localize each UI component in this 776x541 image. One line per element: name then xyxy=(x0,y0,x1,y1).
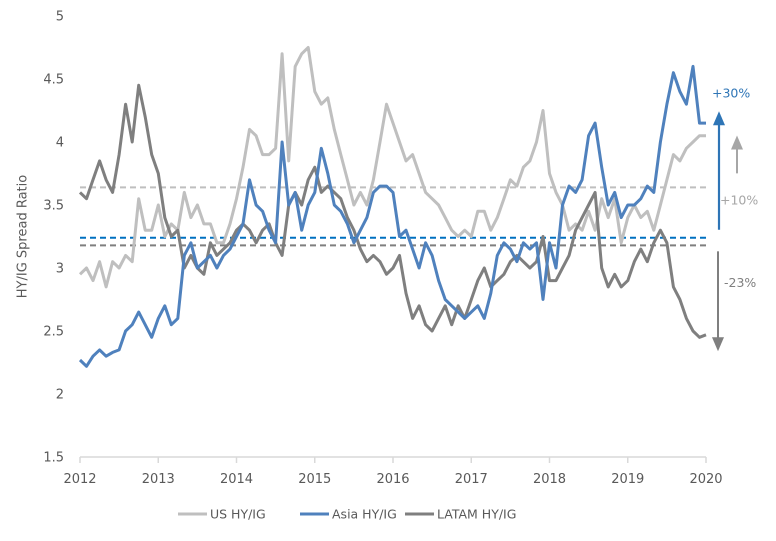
legend-label: LATAM HY/IG xyxy=(437,506,516,521)
y-axis-ticks: 1.5 2 2.5 3 3.5 4 4.5 5 xyxy=(43,10,64,466)
arrow-down-icon xyxy=(712,337,724,352)
series-line-asia-hy-ig xyxy=(78,64,706,368)
legend: US HY/IG Asia HY/IG LATAM HY/IG xyxy=(178,506,516,521)
arrow-up-icon xyxy=(713,111,725,126)
arrow-up-icon xyxy=(731,135,743,150)
y-tick-label: 4 xyxy=(56,136,64,151)
x-tick-label: 2016 xyxy=(376,472,409,487)
legend-label: US HY/IG xyxy=(210,506,266,521)
y-tick-label: 4.5 xyxy=(43,73,64,88)
y-tick-label: 5 xyxy=(56,10,64,25)
x-tick-label: 2015 xyxy=(298,472,331,487)
annotation-label-us: +10% xyxy=(720,192,758,207)
series-lines xyxy=(78,46,707,368)
annotations: +30% +10% -23% xyxy=(712,85,758,352)
x-tick-label: 2020 xyxy=(689,472,722,487)
legend-label: Asia HY/IG xyxy=(332,506,397,521)
x-tick-label: 2014 xyxy=(220,472,253,487)
y-axis-title: HY/IG Spread Ratio xyxy=(16,175,31,298)
y-tick-label: 2.5 xyxy=(43,325,64,340)
x-tick-label: 2013 xyxy=(142,472,175,487)
annotation-label-asia: +30% xyxy=(712,85,750,100)
series-line-us-hy-ig xyxy=(78,46,706,289)
y-tick-label: 3 xyxy=(56,262,64,277)
x-tick-label: 2019 xyxy=(611,472,644,487)
x-tick-label: 2017 xyxy=(455,472,488,487)
x-tick-label: 2012 xyxy=(63,472,96,487)
reference-lines xyxy=(80,186,706,247)
annotation-label-latam: -23% xyxy=(724,275,756,290)
y-tick-label: 1.5 xyxy=(43,451,64,466)
x-tick-label: 2018 xyxy=(533,472,566,487)
y-tick-label: 3.5 xyxy=(43,199,64,214)
x-axis: 2012 2013 2014 2015 2016 2017 2018 2019 2020 xyxy=(63,456,723,487)
y-tick-label: 2 xyxy=(56,388,64,403)
